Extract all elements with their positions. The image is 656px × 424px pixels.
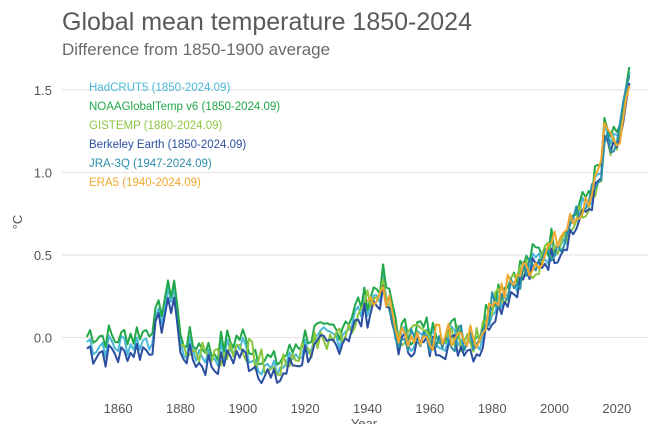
y-axis-label: °C — [10, 215, 25, 230]
chart-subtitle: Difference from 1850-1900 average — [62, 40, 331, 59]
y-tick-label: 1.5 — [34, 83, 52, 98]
legend-entry: NOAAGlobalTemp v6 (1850-2024.09) — [89, 101, 280, 113]
chart-title: Global mean temperature 1850-2024 — [62, 8, 472, 36]
x-tick-label: 2000 — [540, 401, 569, 416]
y-tick-label: 0.0 — [34, 331, 52, 346]
series-line — [366, 85, 631, 351]
x-tick-label: 1880 — [166, 401, 195, 416]
x-tick-label: 1860 — [104, 401, 133, 416]
legend-entry: ERA5 (1940-2024.09) — [89, 177, 201, 189]
legend-entry: HadCRUT5 (1850-2024.09) — [89, 82, 230, 94]
x-tick-label: 1940 — [353, 401, 382, 416]
y-tick-label: 1.0 — [34, 165, 52, 180]
x-tick-label: 1920 — [291, 401, 320, 416]
x-tick-label: 1960 — [415, 401, 444, 416]
legend-entry: Berkeley Earth (1850-2024.09) — [89, 139, 246, 151]
series-line — [85, 66, 631, 366]
x-tick-label: 2020 — [602, 401, 631, 416]
legend-entry: GISTEMP (1880-2024.09) — [89, 120, 223, 132]
series-line — [86, 71, 631, 376]
y-tick-label: 0.5 — [34, 248, 52, 263]
series-line — [388, 74, 631, 353]
x-tick-label: 1900 — [228, 401, 257, 416]
x-axis-label: Year — [351, 416, 378, 424]
legend-entry: JRA-3Q (1947-2024.09) — [89, 158, 212, 170]
x-tick-label: 1980 — [478, 401, 507, 416]
